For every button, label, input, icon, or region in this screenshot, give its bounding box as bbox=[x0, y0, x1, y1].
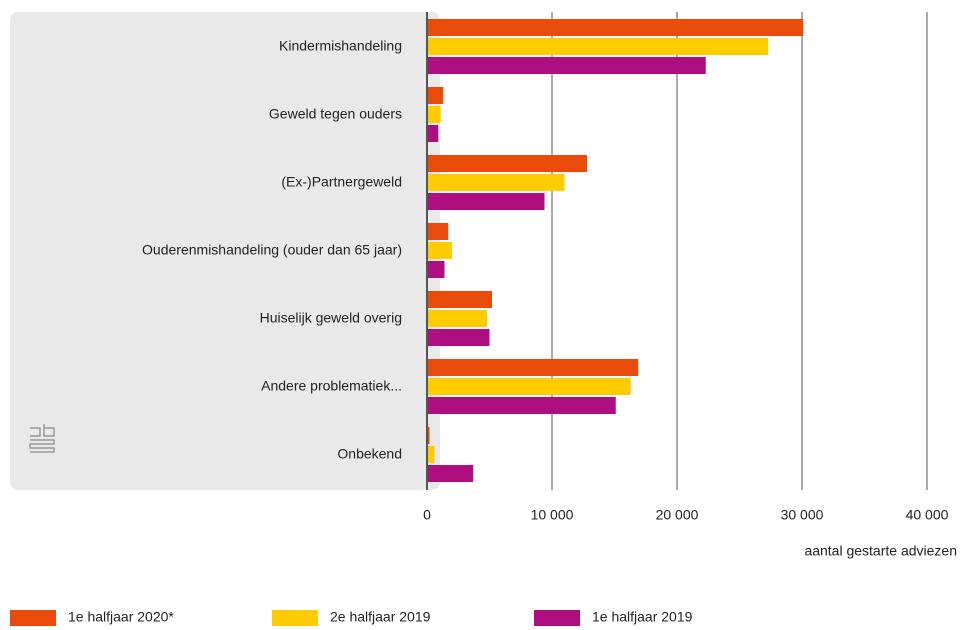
legend-label: 1e halfjaar 2019 bbox=[592, 609, 693, 625]
y-tick-label: Kindermishandeling bbox=[279, 38, 402, 54]
bar bbox=[427, 155, 587, 172]
bar bbox=[427, 193, 545, 210]
bar bbox=[427, 106, 441, 123]
bar bbox=[427, 310, 487, 327]
legend-swatch bbox=[534, 610, 580, 626]
bar bbox=[427, 174, 565, 191]
x-tick-label: 10 000 bbox=[531, 507, 574, 523]
bar bbox=[427, 19, 804, 36]
legend-label: 2e halfjaar 2019 bbox=[330, 609, 431, 625]
x-tick-label: 0 bbox=[423, 507, 431, 523]
bar bbox=[427, 291, 492, 308]
category-panel bbox=[10, 12, 440, 490]
bar bbox=[427, 223, 449, 240]
y-tick-label: Onbekend bbox=[337, 446, 402, 462]
x-axis-label: aantal gestarte adviezen bbox=[804, 543, 957, 559]
x-tick-label: 20 000 bbox=[656, 507, 699, 523]
bar bbox=[427, 261, 445, 278]
bar bbox=[427, 378, 631, 395]
bar bbox=[427, 242, 452, 259]
bar bbox=[427, 329, 490, 346]
legend-label: 1e halfjaar 2020* bbox=[68, 609, 174, 625]
y-tick-label: Andere problematiek... bbox=[261, 378, 402, 394]
legend-swatch bbox=[272, 610, 318, 626]
bar bbox=[427, 446, 435, 463]
y-tick-label: (Ex-)Partnergeweld bbox=[281, 174, 402, 190]
bar bbox=[427, 359, 639, 376]
bar bbox=[427, 465, 474, 482]
bar bbox=[427, 125, 439, 142]
x-tick-label: 40 000 bbox=[906, 507, 949, 523]
y-tick-label: Geweld tegen ouders bbox=[269, 106, 402, 122]
bar bbox=[427, 38, 769, 55]
legend-swatch bbox=[10, 610, 56, 626]
bar bbox=[427, 87, 444, 104]
bar bbox=[427, 397, 616, 414]
x-tick-label: 30 000 bbox=[781, 507, 824, 523]
cbs-logo bbox=[29, 424, 55, 453]
bar bbox=[427, 427, 430, 444]
y-tick-label: Huiselijk geweld overig bbox=[260, 310, 402, 326]
y-tick-label: Ouderenmishandeling (ouder dan 65 jaar) bbox=[142, 242, 402, 258]
bar bbox=[427, 57, 706, 74]
